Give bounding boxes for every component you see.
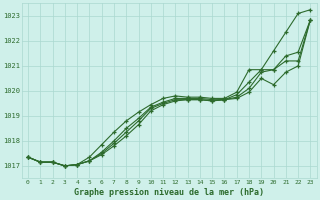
X-axis label: Graphe pression niveau de la mer (hPa): Graphe pression niveau de la mer (hPa) xyxy=(74,188,264,197)
